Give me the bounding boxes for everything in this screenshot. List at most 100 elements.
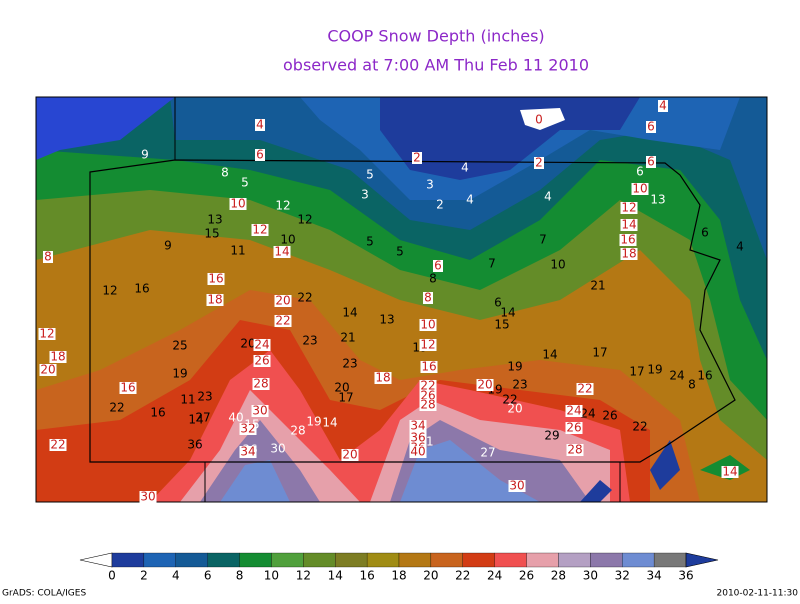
station-value: 16 — [134, 282, 149, 296]
station-value: 28 — [290, 424, 305, 438]
station-value: 22 — [297, 291, 312, 305]
station-value: 12 — [275, 199, 290, 213]
station-value: 16 — [421, 360, 436, 374]
station-value: 22 — [632, 420, 647, 434]
station-box — [433, 260, 443, 272]
station-value: 12 — [621, 201, 636, 215]
station-value: 3 — [426, 178, 434, 192]
station-value: 0 — [535, 113, 543, 127]
colorbar-tick-label: 0 — [108, 569, 116, 583]
colorbar: 0 2 4 6 8 10 12 14 16 18 20 22 24 26 28 30 32 34 36 — [79, 552, 719, 583]
station-value: 5 — [366, 168, 374, 182]
station-value: 6 — [256, 148, 264, 162]
station-value: 6 — [636, 165, 644, 179]
station-box — [412, 152, 422, 164]
station-box — [658, 100, 668, 112]
station-value: 22 — [420, 379, 435, 393]
station-box — [565, 405, 583, 417]
station-box — [646, 121, 656, 133]
station-box — [576, 383, 594, 395]
station-value: 10 — [632, 182, 647, 196]
station-value: 22 — [502, 393, 517, 407]
station-box — [341, 449, 359, 461]
station-value: 10 — [230, 197, 245, 211]
map-field — [36, 97, 767, 502]
station-value: 19 — [647, 363, 662, 377]
station-box — [631, 183, 649, 195]
station-value: 22 — [50, 438, 65, 452]
map-frame — [35, 96, 768, 503]
station-box — [419, 380, 437, 392]
station-value: 30 — [140, 490, 155, 504]
station-value: 14 — [542, 348, 557, 362]
station-box — [534, 114, 544, 126]
station-box — [619, 234, 637, 246]
station-box — [255, 149, 265, 161]
colorbar-tick-label: 36 — [678, 569, 693, 583]
station-value: 5 — [241, 176, 249, 190]
station-value: 20 — [40, 363, 55, 377]
station-value: 2 — [413, 151, 421, 165]
station-box — [409, 432, 427, 444]
station-value: 34 — [410, 419, 425, 433]
colorbar-tick-label: 10 — [264, 569, 279, 583]
station-box — [252, 378, 270, 390]
station-value: 20 — [334, 381, 349, 395]
station-value: 5 — [396, 245, 404, 259]
station-value: 7 — [539, 233, 547, 247]
station-value: 32 — [240, 422, 255, 436]
station-value: 23 — [302, 334, 317, 348]
station-value: 14 — [722, 465, 737, 479]
station-box — [139, 491, 157, 503]
station-value: 24 — [254, 338, 269, 352]
station-value: 2 — [436, 198, 444, 212]
colorbar-tick-label: 32 — [615, 569, 630, 583]
station-value: 40 — [410, 445, 425, 459]
station-box — [255, 119, 265, 131]
colorbar-tick-label: 22 — [455, 569, 470, 583]
station-value: 30 — [252, 404, 267, 418]
station-box — [620, 248, 638, 260]
station-value: 22 — [109, 401, 124, 415]
station-box — [721, 466, 739, 478]
station-box — [207, 273, 225, 285]
station-value: 8 — [424, 291, 432, 305]
station-value: 24 — [669, 369, 684, 383]
colorbar-tick-label: 26 — [519, 569, 534, 583]
station-value: 40 — [228, 411, 243, 425]
colorbar-tick-label: 14 — [328, 569, 343, 583]
station-value: 24 — [566, 404, 581, 418]
station-value: 12 — [420, 338, 435, 352]
station-value: 18 — [621, 247, 636, 261]
station-box — [119, 382, 137, 394]
station-box — [251, 405, 269, 417]
colorbar-box — [335, 552, 368, 568]
station-value: 5 — [366, 235, 374, 249]
colorbar-box — [430, 552, 463, 568]
station-box — [423, 292, 433, 304]
station-value: 23 — [512, 378, 527, 392]
station-box — [38, 328, 56, 340]
station-value: 21 — [340, 331, 355, 345]
station-box — [620, 202, 638, 214]
station-value: 22 — [577, 382, 592, 396]
station-value: 36 — [410, 431, 425, 445]
station-value: 16 — [150, 406, 165, 420]
station-value: 34 — [240, 445, 255, 459]
station-value: 4 — [256, 118, 264, 132]
station-value: 8 — [221, 166, 229, 180]
station-box — [43, 251, 53, 263]
colorbar-box — [111, 552, 145, 568]
colorbar-box — [303, 552, 336, 568]
station-value: 30 — [270, 442, 285, 456]
colorbar-tick-label: 34 — [646, 569, 661, 583]
station-value: 9 — [164, 239, 172, 253]
station-value: 16 — [208, 272, 223, 286]
station-value: 8 — [688, 378, 696, 392]
station-box — [273, 246, 291, 258]
station-value: 16 — [120, 381, 135, 395]
colorbar-tick-label: 28 — [551, 569, 566, 583]
station-value: 26 — [566, 421, 581, 435]
